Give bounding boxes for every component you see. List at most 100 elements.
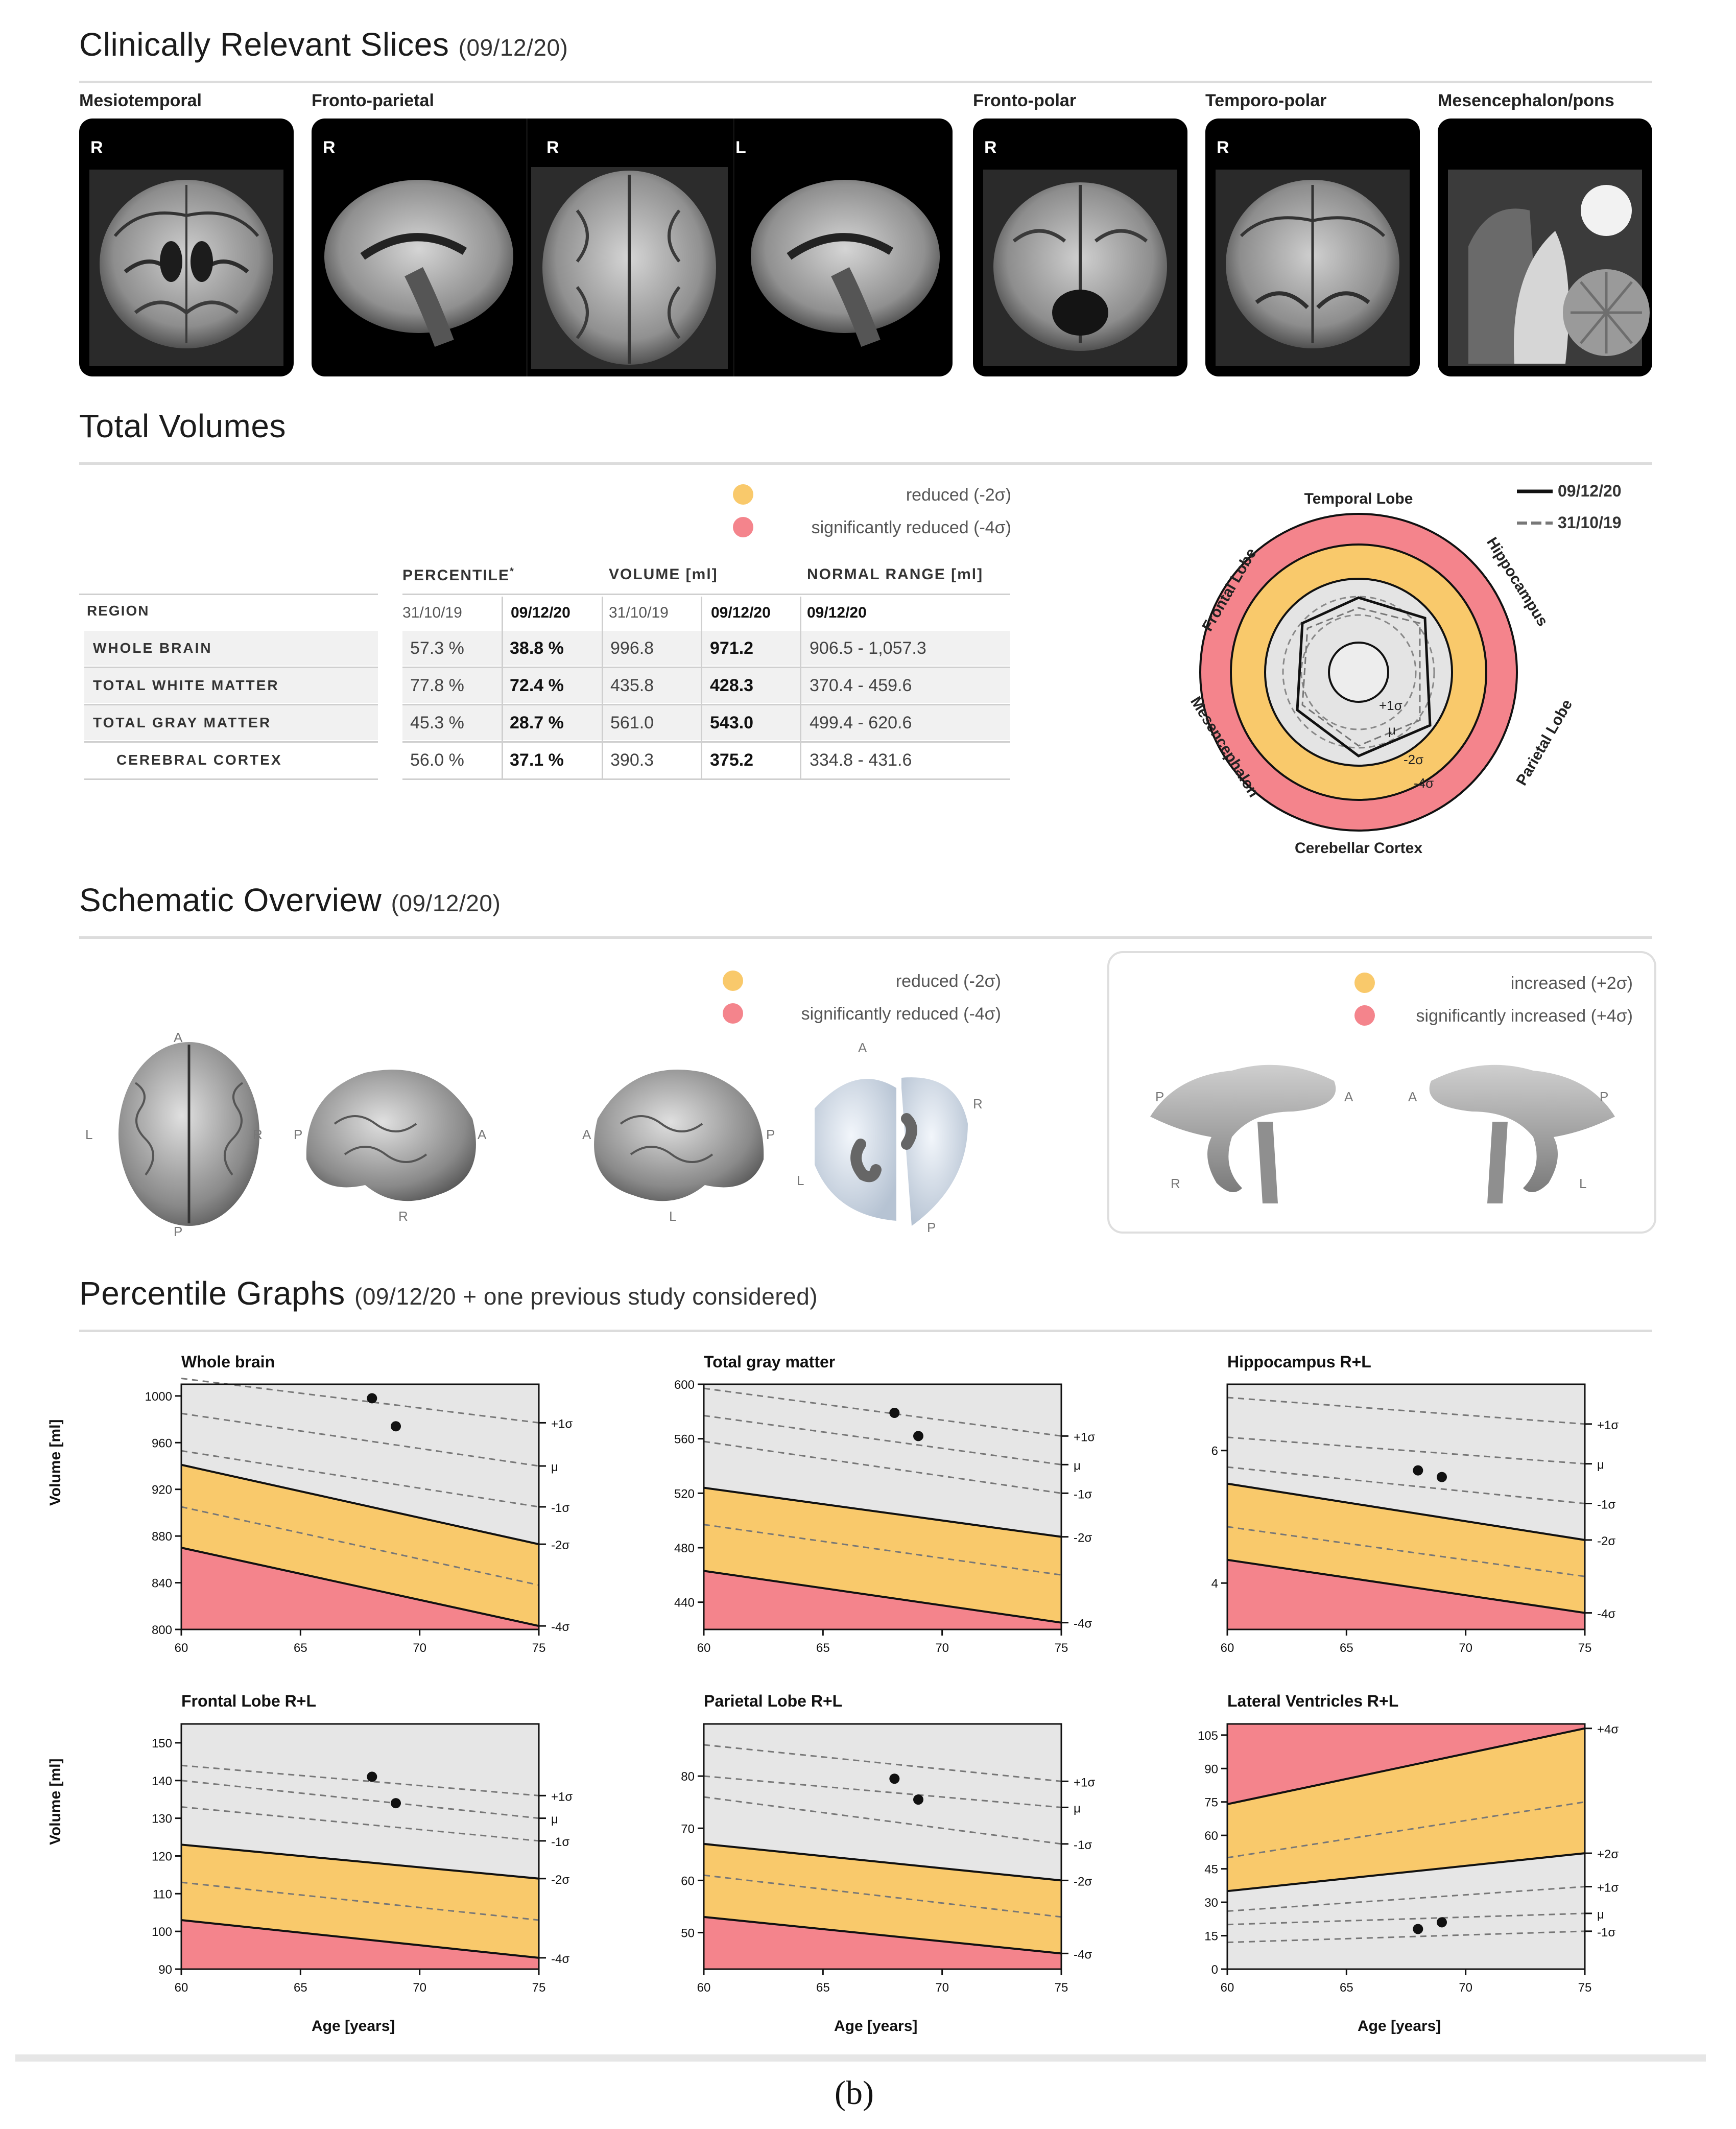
brain-left-lateral bbox=[306, 1070, 476, 1201]
x-tick-label: 70 bbox=[935, 1641, 949, 1655]
y-tick-label: 60 bbox=[681, 1874, 695, 1888]
divider bbox=[402, 704, 1010, 705]
y-tick-label: 45 bbox=[1204, 1863, 1218, 1877]
dashed-p3 bbox=[1227, 1801, 1585, 1859]
divider bbox=[402, 667, 1010, 668]
sigma-label: -2σ bbox=[1597, 1534, 1615, 1548]
data-point bbox=[1437, 1917, 1447, 1928]
legend-reduced-label: reduced (-2σ) bbox=[906, 485, 1011, 505]
dashed-m1 bbox=[1227, 1930, 1585, 1944]
x-tick-label: 75 bbox=[1578, 1981, 1592, 1995]
sigma-label: +1σ bbox=[551, 1417, 573, 1431]
divider bbox=[84, 704, 378, 705]
x-tick-label: 75 bbox=[532, 1981, 546, 1995]
table-row-bg bbox=[402, 668, 1010, 703]
band-sig-reduced bbox=[704, 1917, 1061, 1969]
mri-slice-mesiotemporal[interactable]: R bbox=[79, 119, 294, 376]
x-tick-label: 60 bbox=[1221, 1641, 1234, 1655]
line-plus-2-sigma bbox=[1227, 1852, 1585, 1893]
table-row-region: TOTAL GRAY MATTER bbox=[93, 715, 272, 730]
slices-title-text: Clinically Relevant Slices bbox=[79, 26, 449, 63]
sigma-label: +1σ bbox=[1597, 1881, 1619, 1895]
caption-text: (b) bbox=[835, 2074, 874, 2112]
table-row-bg bbox=[84, 631, 378, 666]
y-tick-label: 920 bbox=[152, 1483, 172, 1497]
divider bbox=[402, 741, 1010, 743]
x-tick-label: 70 bbox=[413, 1981, 426, 1995]
table-row-region: TOTAL WHITE MATTER bbox=[93, 677, 279, 693]
data-point bbox=[913, 1431, 923, 1441]
data-point bbox=[367, 1771, 377, 1782]
legend-dot-increased bbox=[1354, 973, 1375, 993]
cell-volume-prev: 561.0 bbox=[610, 713, 654, 732]
data-point bbox=[913, 1794, 923, 1805]
sigma-label: +1σ bbox=[1074, 1776, 1095, 1789]
sigma-label: +4σ bbox=[1597, 1723, 1619, 1737]
cell-percentile-prev: 77.8 % bbox=[410, 676, 464, 695]
data-point bbox=[391, 1798, 401, 1809]
mri-slice-fronto-parietal[interactable]: R R L bbox=[312, 119, 953, 376]
y-tick-label: 80 bbox=[681, 1770, 695, 1784]
sigma-label: -1σ bbox=[1074, 1838, 1092, 1852]
dashed-mu bbox=[181, 1412, 539, 1467]
sigma-label: -1σ bbox=[551, 1835, 569, 1849]
ventricles-panel: increased (+2σ) significantly increased … bbox=[1107, 951, 1656, 1234]
mri-slice-temporo-polar[interactable]: R bbox=[1205, 119, 1420, 376]
mri-coronal-image bbox=[983, 170, 1177, 366]
divider bbox=[84, 778, 378, 780]
dashed-m3 bbox=[1227, 1526, 1585, 1577]
y-tick-label: 70 bbox=[681, 1822, 695, 1836]
y-tick-label: 800 bbox=[152, 1623, 172, 1637]
orient-label-r: R bbox=[973, 1096, 983, 1111]
data-point bbox=[889, 1773, 900, 1784]
sigma-label: μ bbox=[1597, 1458, 1604, 1472]
sigma-label: -1σ bbox=[1074, 1487, 1092, 1501]
mri-coronal-image bbox=[1216, 170, 1410, 366]
radar-chart: 09/12/20 31/10/19 Temporal Lobe Cerebell… bbox=[1187, 482, 1621, 857]
section-title-schematic: Schematic Overview (09/12/20) bbox=[79, 881, 501, 919]
dashed-p1 bbox=[703, 1387, 1062, 1437]
orient-label-a: A bbox=[858, 1040, 867, 1055]
legend-sig-reduced-label: significantly reduced (-4σ) bbox=[801, 1004, 1001, 1024]
orientation-r: R bbox=[984, 138, 997, 157]
percentile-graph-5: +4σ +2σ +1σ μ -1σ 0 15 30 45 60 75 90 105 60 65 70 75 bbox=[1198, 1723, 1619, 1995]
divider bbox=[15, 2054, 1706, 2062]
schematic-title-text: Schematic Overview bbox=[79, 882, 382, 918]
line-plus-4-sigma bbox=[1227, 1727, 1585, 1806]
y-tick-label: 15 bbox=[1204, 1930, 1218, 1944]
x-tick-label: 70 bbox=[935, 1981, 949, 1995]
slice-label-fronto-parietal: Fronto-parietal bbox=[312, 91, 434, 110]
y-tick-label: 4 bbox=[1211, 1577, 1218, 1591]
y-tick-label: 1000 bbox=[145, 1390, 172, 1404]
header-normal-range: NORMAL RANGE [ml] bbox=[807, 566, 984, 583]
orient-label-a: A bbox=[478, 1127, 487, 1142]
cell-percentile-curr: 37.1 % bbox=[510, 750, 564, 770]
divider bbox=[402, 594, 1010, 595]
table-row-region: WHOLE BRAIN bbox=[93, 640, 212, 656]
percentile-graph-3: +1σ μ -1σ -2σ -4σ 90 100 110 120 130 140 150 60 65 70 7… bbox=[152, 1723, 573, 1995]
orient-label-p: P bbox=[927, 1220, 936, 1235]
x-tick-label: 70 bbox=[1459, 1641, 1472, 1655]
mri-slice-mesencephalon-pons[interactable] bbox=[1438, 119, 1652, 376]
x-axis-label: Age [years] bbox=[1358, 2018, 1441, 2035]
orientation-l: L bbox=[735, 138, 746, 157]
slice-label-fronto-polar: Fronto-polar bbox=[973, 91, 1077, 110]
line-minus-4-sigma bbox=[181, 1919, 539, 1959]
data-point bbox=[1413, 1924, 1423, 1934]
x-tick-label: 65 bbox=[816, 1981, 830, 1995]
orientation-r: R bbox=[546, 138, 559, 157]
x-tick-label: 70 bbox=[413, 1641, 426, 1655]
radar-ring-label-m2: -2σ bbox=[1404, 752, 1423, 767]
table-row-bg bbox=[402, 631, 1010, 666]
sigma-label: -2σ bbox=[1074, 1531, 1092, 1545]
schematic-date: (09/12/20) bbox=[391, 890, 501, 916]
percentile-title-text: Percentile Graphs bbox=[79, 1275, 345, 1312]
y-tick-label: 150 bbox=[152, 1737, 172, 1750]
slice-label-temporo-polar: Temporo-polar bbox=[1205, 91, 1327, 110]
x-tick-label: 70 bbox=[1459, 1981, 1472, 1995]
sigma-label: +1σ bbox=[1597, 1418, 1619, 1432]
orient-label-a: A bbox=[1408, 1089, 1417, 1104]
mri-slice-fronto-polar[interactable]: R bbox=[973, 119, 1187, 376]
x-tick-label: 60 bbox=[697, 1641, 711, 1655]
ventricle-right-view bbox=[1429, 1064, 1615, 1192]
